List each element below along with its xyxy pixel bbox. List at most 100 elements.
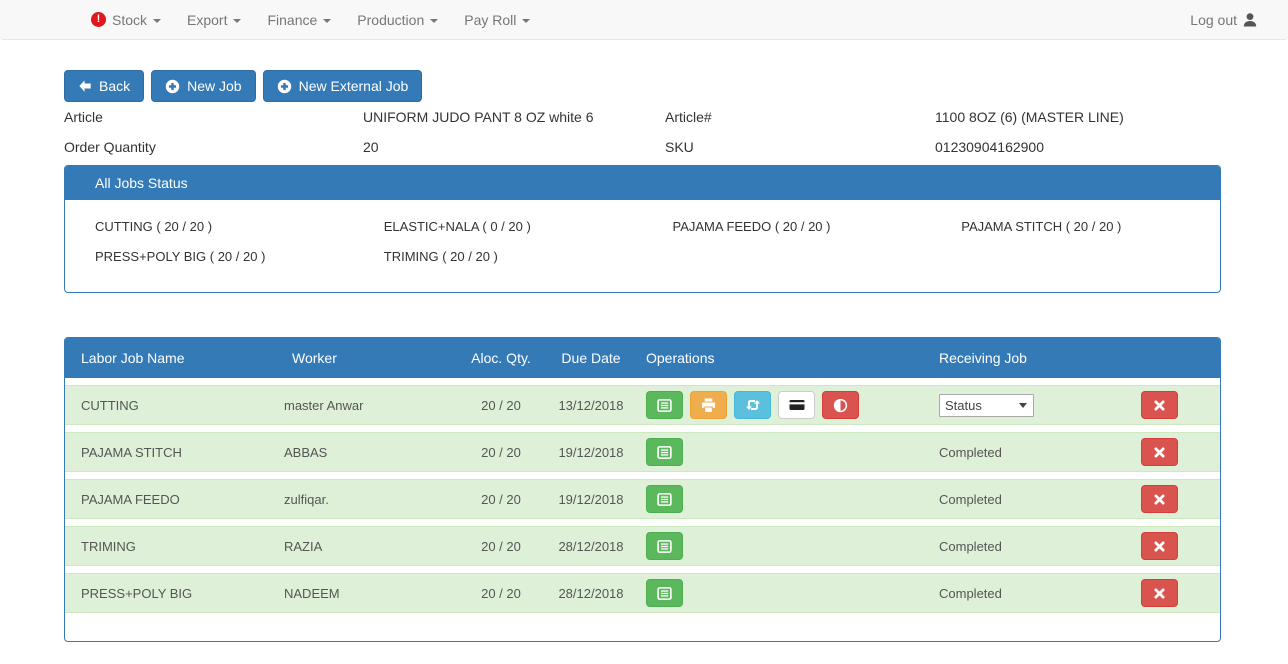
sku-label: SKU bbox=[665, 139, 694, 155]
nav-items: ! Stock Export Finance Production Pay Roll bbox=[78, 0, 543, 39]
caret-down-icon bbox=[233, 18, 242, 23]
delete-job-button[interactable] bbox=[1141, 391, 1178, 419]
article-number-label: Article# bbox=[665, 109, 712, 125]
list-alt-icon bbox=[657, 492, 672, 507]
order-quantity-value: 20 bbox=[363, 139, 379, 155]
new-job-button[interactable]: New Job bbox=[151, 70, 256, 102]
user-icon bbox=[1242, 12, 1258, 28]
job-status-item: PRESS+POLY BIG ( 20 / 20 ) bbox=[95, 249, 266, 264]
plus-circle-icon bbox=[277, 79, 292, 94]
delete-job-button[interactable] bbox=[1141, 438, 1178, 466]
back-button[interactable]: Back bbox=[64, 70, 145, 102]
job-row: CUTTING master Anwar 20 / 20 13/12/2018 Stat… bbox=[65, 385, 1220, 425]
job-name-cell: CUTTING bbox=[81, 397, 139, 413]
x-cross-icon bbox=[1153, 446, 1166, 459]
worker-cell: NADEEM bbox=[284, 585, 340, 601]
column-header-worker: Worker bbox=[292, 350, 337, 366]
job-status-item: PAJAMA STITCH ( 20 / 20 ) bbox=[961, 219, 1122, 234]
list-alt-button[interactable] bbox=[646, 391, 683, 419]
delete-cell bbox=[1131, 579, 1220, 607]
job-status-item: PAJAMA FEEDO ( 20 / 20 ) bbox=[672, 219, 831, 234]
nav-item-pay-roll[interactable]: Pay Roll bbox=[451, 0, 543, 39]
exclamation-circle-icon: ! bbox=[91, 12, 106, 27]
due-date-cell: 19/12/2018 bbox=[558, 491, 624, 507]
receiving-status-select-wrap: Status bbox=[939, 393, 1034, 417]
credit-card-button[interactable] bbox=[778, 391, 815, 419]
list-alt-button[interactable] bbox=[646, 438, 683, 466]
main-content: Back New Job New External Job Article UN… bbox=[64, 70, 1221, 642]
operations-cell bbox=[636, 485, 931, 513]
top-navbar: ! Stock Export Finance Production Pay Roll Lo… bbox=[0, 0, 1288, 40]
nav-item-production[interactable]: Production bbox=[344, 0, 451, 39]
job-row: TRIMING RAZIA 20 / 20 28/12/2018 Completed bbox=[65, 526, 1220, 566]
x-cross-icon bbox=[1153, 399, 1166, 412]
delete-job-button[interactable] bbox=[1141, 579, 1178, 607]
nav-item-export[interactable]: Export bbox=[174, 0, 254, 39]
nav-item-label: Stock bbox=[112, 11, 148, 28]
x-cross-icon bbox=[1153, 587, 1166, 600]
receiving-job-cell: Completed bbox=[931, 445, 1131, 460]
column-header-recv: Receiving Job bbox=[939, 350, 1027, 366]
x-cross-icon bbox=[1153, 540, 1166, 553]
job-name-cell: PAJAMA FEEDO bbox=[81, 491, 180, 507]
jobs-status-grid: CUTTING ( 20 / 20 ) ELASTIC+NALA ( 0 / 20… bbox=[65, 200, 1220, 292]
due-date-cell: 28/12/2018 bbox=[558, 585, 624, 601]
due-date-cell: 28/12/2018 bbox=[558, 538, 624, 554]
job-status-item: ELASTIC+NALA ( 0 / 20 ) bbox=[383, 219, 531, 234]
list-alt-icon bbox=[657, 445, 672, 460]
column-header-qty: Aloc. Qty. bbox=[471, 350, 531, 366]
job-name-cell: PAJAMA STITCH bbox=[81, 444, 182, 460]
receiving-status-select[interactable]: Status bbox=[939, 393, 1034, 417]
delete-job-button[interactable] bbox=[1141, 485, 1178, 513]
list-alt-button[interactable] bbox=[646, 485, 683, 513]
allocated-qty-cell: 20 / 20 bbox=[481, 397, 521, 413]
repeat-arrows-icon bbox=[745, 397, 761, 413]
logout-label: Log out bbox=[1190, 11, 1237, 28]
due-date-cell: 13/12/2018 bbox=[558, 397, 624, 413]
receiving-status-text: Completed bbox=[939, 491, 1002, 507]
caret-down-icon bbox=[522, 18, 531, 23]
nav-item-label: Export bbox=[187, 11, 228, 28]
worker-cell: ABBAS bbox=[284, 444, 328, 460]
jobs-table-header: Labor Job Name Worker Aloc. Qty. Due Date Op… bbox=[65, 338, 1220, 378]
nav-item-stock[interactable]: ! Stock bbox=[78, 0, 174, 39]
job-row: PAJAMA STITCH ABBAS 20 / 20 19/12/2018 Compl… bbox=[65, 432, 1220, 472]
repeat-button[interactable] bbox=[734, 391, 771, 419]
receiving-job-cell: Completed bbox=[931, 492, 1131, 507]
list-alt-button[interactable] bbox=[646, 579, 683, 607]
adjust-button[interactable] bbox=[822, 391, 859, 419]
new-job-button-label: New Job bbox=[187, 78, 242, 94]
receiving-job-cell: Completed bbox=[931, 586, 1131, 601]
jobs-table-body: CUTTING master Anwar 20 / 20 13/12/2018 Stat… bbox=[65, 385, 1220, 641]
credit-card-icon bbox=[789, 397, 805, 413]
print-button[interactable] bbox=[690, 391, 727, 419]
x-cross-icon bbox=[1153, 493, 1166, 506]
all-jobs-status-panel: All Jobs Status CUTTING ( 20 / 20 ) ELAST… bbox=[64, 165, 1221, 293]
list-alt-icon bbox=[657, 539, 672, 554]
printer-icon bbox=[701, 397, 716, 413]
arrow-left-icon bbox=[78, 79, 92, 93]
delete-cell bbox=[1131, 438, 1220, 466]
operations-cell bbox=[636, 438, 931, 466]
nav-item-finance[interactable]: Finance bbox=[254, 0, 344, 39]
list-alt-button[interactable] bbox=[646, 532, 683, 560]
worker-cell: master Anwar bbox=[284, 397, 364, 413]
job-status-item: TRIMING ( 20 / 20 ) bbox=[383, 249, 498, 264]
article-label: Article bbox=[64, 109, 103, 125]
delete-cell bbox=[1131, 485, 1220, 513]
new-external-job-button[interactable]: New External Job bbox=[262, 70, 423, 102]
allocated-qty-cell: 20 / 20 bbox=[481, 444, 521, 460]
column-header-name: Labor Job Name bbox=[81, 350, 185, 366]
list-alt-icon bbox=[657, 398, 672, 413]
allocated-qty-cell: 20 / 20 bbox=[481, 538, 521, 554]
logout-button[interactable]: Log out bbox=[1190, 12, 1258, 28]
job-name-cell: TRIMING bbox=[81, 538, 136, 554]
receiving-status-text: Completed bbox=[939, 585, 1002, 601]
half-circle-adjust-icon bbox=[833, 398, 848, 413]
delete-job-button[interactable] bbox=[1141, 532, 1178, 560]
caret-down-icon bbox=[153, 18, 162, 23]
due-date-cell: 19/12/2018 bbox=[558, 444, 624, 460]
new-external-job-button-label: New External Job bbox=[298, 78, 409, 94]
article-number-value: 1100 8OZ (6) (MASTER LINE) bbox=[935, 109, 1124, 125]
article-details: Article UNIFORM JUDO PANT 8 OZ white 6 A… bbox=[64, 102, 1221, 162]
